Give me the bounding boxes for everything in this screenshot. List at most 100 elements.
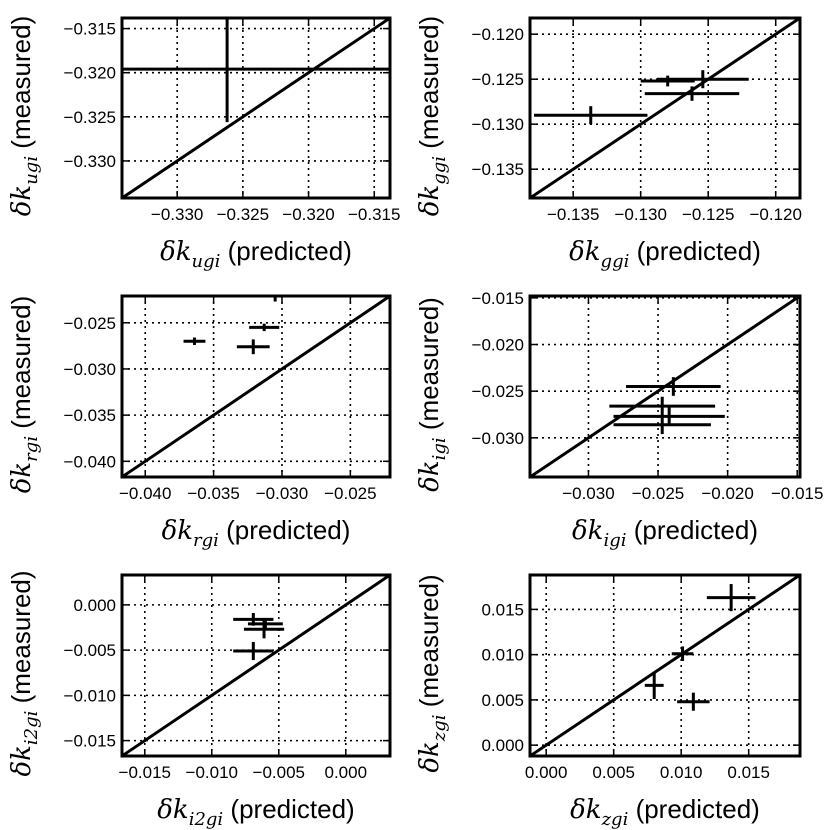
x-tick-label: 0.010 [660,763,703,782]
label-part: δk [415,741,445,772]
y-tick-label: −0.040 [64,452,116,471]
label-part: i2gi [189,809,224,830]
label-part: (measured) [6,296,36,436]
data-point [644,86,740,101]
panel-5: −0.015 −0.010 −0.005 0.000 −0.015 −0.010 −0.00… [6,570,392,830]
x-tick-label: −0.020 [701,484,753,503]
panel-1: −0.330 −0.325 −0.320 −0.315 −0.330 −0.325 −0.3… [6,16,400,272]
label-part: δk [572,516,603,546]
y-tick-label: 0.000 [73,596,116,615]
plot-area [122,18,390,198]
plot-area [122,575,390,756]
plot-frame [528,573,802,758]
x-tick-label: −0.040 [119,484,171,503]
label-part: δk [157,795,188,825]
y-tick-label: −0.010 [64,686,116,705]
label-part: igi [603,530,626,551]
label-part: δk [7,745,37,776]
x-axis-label: δkugi (predicted) [160,236,352,272]
label-part: ggi [429,156,450,185]
y-tick-label: −0.315 [64,20,116,39]
plot-frame [528,294,802,479]
y-tick-label: −0.015 [472,289,524,308]
label-part: (measured) [414,574,444,714]
y-tick-label: 0.000 [481,736,524,755]
y-axis-label: δkigi (measured) [414,297,450,492]
label-part: δk [415,460,445,491]
x-tick-label: −0.015 [771,484,823,503]
label-part: (predicted) [628,794,760,824]
plot-frame [120,16,392,200]
x-tick-label: −0.035 [187,484,239,503]
data-point [640,75,695,87]
label-part: ugi [192,251,221,272]
x-tick-label: −0.120 [749,205,801,224]
data-point [236,339,270,355]
y-tick-label: −0.320 [64,64,116,83]
x-axis-label: δkigi (predicted) [572,515,758,551]
x-tick-label: −0.005 [253,763,305,782]
data-point [183,337,206,345]
label-part: δk [569,237,600,267]
y-tick-label: −0.120 [472,25,524,44]
data-point [249,323,280,332]
x-tick-label: −0.130 [614,205,666,224]
x-tick-label: 0.005 [592,763,635,782]
y-tick-label: −0.030 [472,429,524,448]
diagonal-line [122,296,390,477]
label-part: ugi [21,156,42,185]
label-part: δk [162,516,193,546]
label-part: δk [415,185,445,216]
diagonal-line [122,18,390,198]
x-tick-label: −0.025 [632,484,684,503]
diagonal-line [530,575,800,756]
x-tick-label: 0.015 [727,763,770,782]
label-part: δk [7,462,37,493]
label-part: (predicted) [220,236,352,266]
plot-frame [120,573,392,758]
plot-area [530,18,800,198]
y-axis-label: δki2gi (measured) [6,570,42,776]
data-point [243,620,285,639]
data-point [671,646,694,661]
label-part: δk [160,237,191,267]
x-tick-label: −0.320 [282,205,334,224]
x-tick-label: −0.015 [119,763,171,782]
data-point [706,584,756,612]
x-axis-label: δkrgi (predicted) [162,515,351,551]
y-tick-label: −0.005 [64,641,116,660]
data-point [122,18,390,123]
data-point [609,396,716,416]
x-tick-label: −0.315 [348,205,400,224]
x-tick-label: 0.000 [525,763,568,782]
y-axis-label: δkzgi (measured) [414,574,450,772]
y-tick-label: −0.325 [64,108,116,127]
label-part: (measured) [6,570,36,710]
y-axis-label: δkggi (measured) [414,16,450,216]
x-tick-label: −0.030 [562,484,614,503]
x-tick-label: −0.125 [682,205,734,224]
x-tick-label: −0.330 [151,205,203,224]
panel-2: −0.135 −0.130 −0.125 −0.120 −0.135 −0.130 −0.1… [414,16,802,272]
panel-6: 0.000 0.005 0.010 0.015 0.000 0.005 0.010 0.015… [414,573,802,830]
label-part: δk [7,185,37,216]
data-point [534,106,648,125]
y-tick-label: −0.125 [472,70,524,89]
y-tick-label: 0.005 [481,691,524,710]
x-axis-label: δki2gi (predicted) [157,794,354,830]
data-point [613,415,711,435]
y-tick-label: −0.030 [64,360,116,379]
data-point [626,377,721,396]
y-axis-label: δkrgi (measured) [6,296,42,493]
plot-frame [120,294,392,479]
plot-area [530,296,800,477]
x-tick-label: −0.135 [547,205,599,224]
y-tick-label: −0.015 [64,732,116,751]
label-part: zgi [601,809,629,830]
x-axis-label: δkzgi (predicted) [570,794,760,830]
panel-4: −0.030 −0.025 −0.020 −0.015 −0.030 −0.025 −0.0… [414,289,823,551]
y-tick-label: −0.130 [472,115,524,134]
y-tick-label: 0.015 [481,600,524,619]
plot-area [122,296,390,477]
